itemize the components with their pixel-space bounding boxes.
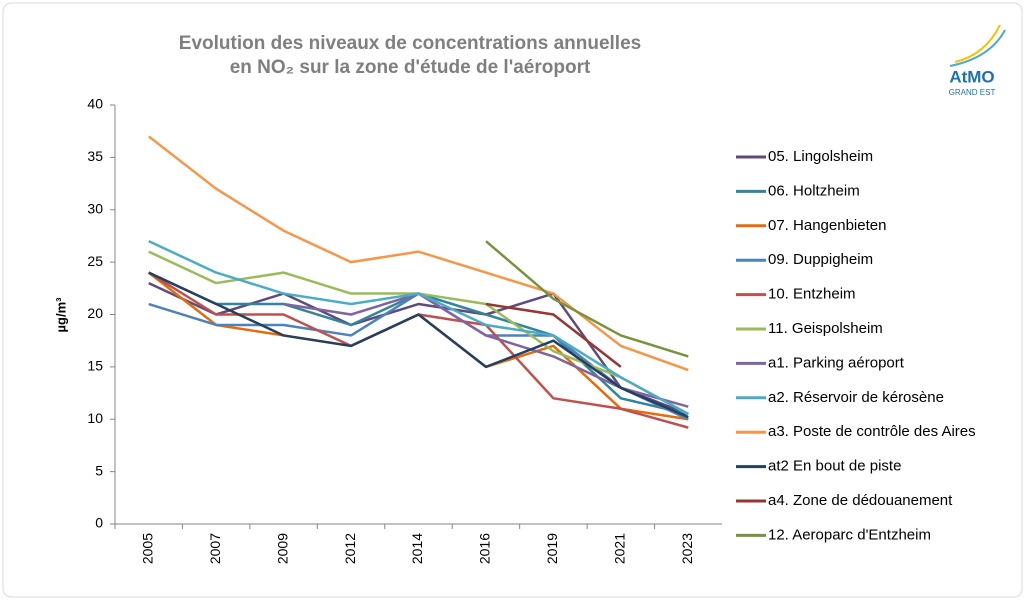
logo-arc [954,24,1001,63]
x-tick-label: 2007 [207,533,223,564]
y-axis-label: µg/m³ [53,297,68,333]
y-tick-label: 10 [87,410,103,426]
logo: AtMO GRAND EST [949,24,1006,97]
y-tick-label: 40 [87,96,103,112]
legend-label: 11. Geispolsheim [768,320,883,337]
series-line [147,135,689,372]
legend-label: 09. Duppigheim [768,251,873,268]
x-tick-label: 2012 [342,533,358,564]
series-line [148,281,689,416]
legend-label: 10. Entzheim [768,286,856,303]
legend-label: 12. Aeroparc d'Entzheim [768,526,931,543]
y-tick-label: 30 [87,200,103,216]
x-tick-label: 2009 [274,533,290,564]
series-line [148,271,689,419]
legend-label: a1. Parking aéroport [768,354,905,371]
y-tick-label: 0 [95,515,103,531]
legend-label: 05. Lingolsheim [768,148,873,165]
series-line [485,240,689,358]
series-line [485,302,622,368]
x-tick-label: 2021 [612,533,628,564]
x-tick-label: 2019 [544,533,560,564]
legend-label: a3. Poste de contrôle des Aires [768,423,976,440]
y-tick-label: 15 [87,358,103,374]
logo-arc [949,29,1006,67]
x-tick-label: 2014 [409,533,425,564]
x-tick-label: 2005 [139,533,155,564]
y-tick-label: 20 [87,305,103,321]
y-tick-label: 35 [87,148,103,164]
x-tick-label: 2023 [679,533,695,564]
legend-label: 07. Hangenbieten [768,217,886,234]
series-line [148,271,689,429]
y-tick-label: 25 [87,253,103,269]
series-line [148,240,689,416]
chart-title: Evolution des niveaux de concentrations … [179,33,641,54]
legend-label: at2 En bout de piste [768,458,901,475]
legend-label: 06. Holtzheim [768,182,860,199]
logo-name: AtMO [949,67,994,86]
y-tick-label: 5 [95,462,103,478]
legend-label: a4. Zone de dédouanement [768,492,953,509]
logo-subtitle: GRAND EST [949,88,996,97]
x-tick-label: 2016 [477,533,493,564]
chart-title: en NO₂ sur la zone d'étude de l'aéroport [230,57,591,78]
legend-label: a2. Réservoir de kérosène [768,389,944,406]
